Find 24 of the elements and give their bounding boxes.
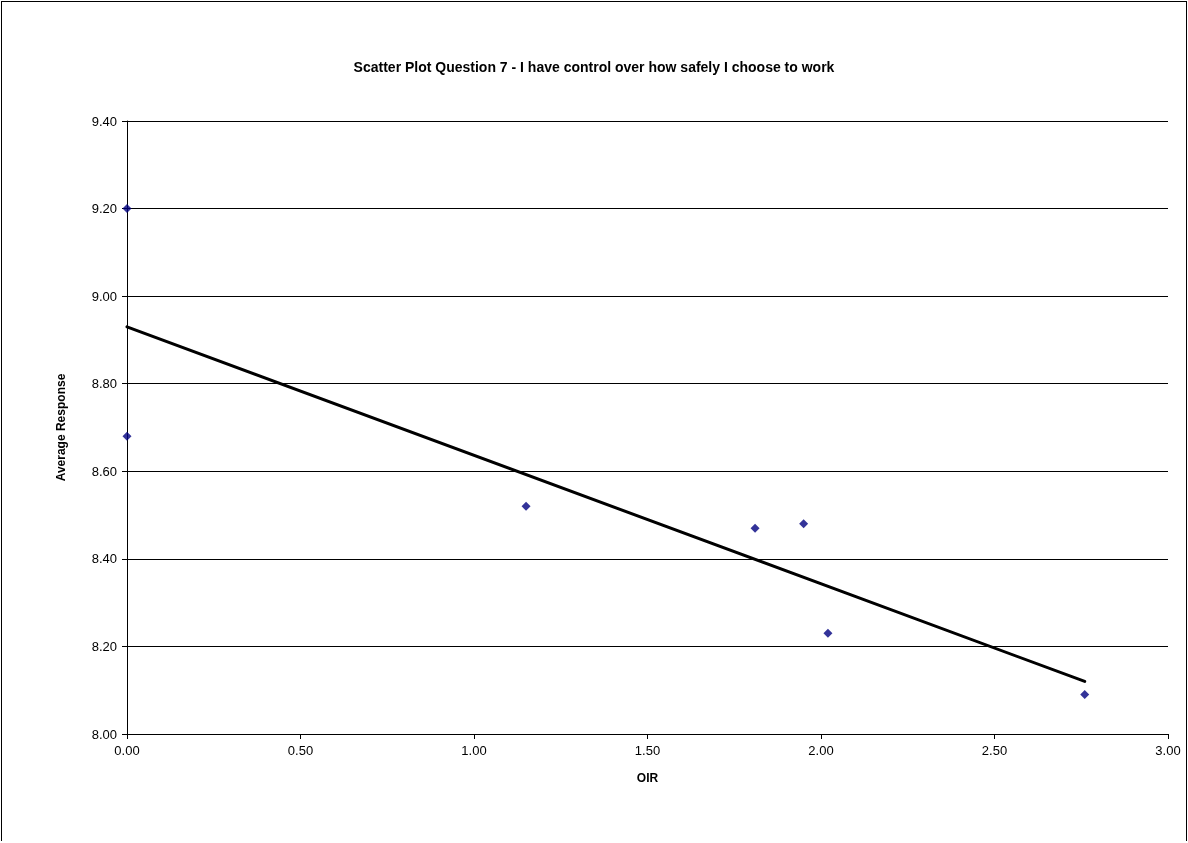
x-tick-label: 2.50 <box>981 743 1008 758</box>
x-tick-label: 3.00 <box>1155 743 1181 758</box>
x-tick-label: 0.00 <box>114 743 140 758</box>
y-tick-label: 9.00 <box>91 288 117 304</box>
y-tick-label: 8.80 <box>91 376 117 392</box>
x-tick-label: 0.50 <box>287 743 314 758</box>
x-tick-label: 1.50 <box>634 743 661 758</box>
y-tick-label: 8.20 <box>91 638 117 654</box>
y-axis-title: Average Response <box>54 373 68 482</box>
x-tick-label: 1.00 <box>461 743 487 758</box>
point <box>823 628 833 638</box>
y-tick-label: 8.00 <box>91 726 117 742</box>
y-tick-label: 9.40 <box>91 113 117 129</box>
point <box>1080 690 1090 700</box>
y-tick-label: 8.40 <box>91 551 117 567</box>
x-axis-title: OIR <box>636 771 659 785</box>
point <box>799 519 809 529</box>
point <box>750 523 760 533</box>
point <box>521 501 531 511</box>
chart-title: Scatter Plot Question 7 - I have control over how safely I choose to work <box>353 59 835 75</box>
y-tick-label: 8.60 <box>91 463 117 479</box>
point <box>122 431 132 441</box>
x-tick-label: 2.00 <box>808 743 834 758</box>
y-tick-label: 9.20 <box>91 201 117 217</box>
